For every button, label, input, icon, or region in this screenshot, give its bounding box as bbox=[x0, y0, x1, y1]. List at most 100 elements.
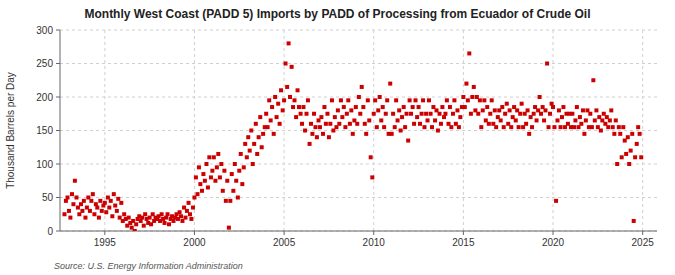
point bbox=[572, 125, 576, 129]
point bbox=[487, 122, 491, 126]
point bbox=[234, 179, 238, 183]
point bbox=[412, 122, 416, 126]
point bbox=[297, 105, 301, 109]
grid-line-x bbox=[194, 30, 195, 231]
point bbox=[608, 118, 612, 122]
point bbox=[627, 162, 631, 166]
point bbox=[457, 125, 461, 129]
point bbox=[382, 125, 386, 129]
point bbox=[264, 112, 268, 116]
point bbox=[635, 142, 639, 146]
point bbox=[221, 189, 225, 193]
point bbox=[227, 226, 231, 230]
point bbox=[385, 98, 389, 102]
point bbox=[321, 132, 325, 136]
point bbox=[417, 105, 421, 109]
point bbox=[243, 142, 247, 146]
point bbox=[463, 105, 467, 109]
point bbox=[142, 224, 146, 228]
point bbox=[590, 125, 594, 129]
point bbox=[318, 125, 322, 129]
point bbox=[421, 98, 425, 102]
point bbox=[88, 209, 92, 213]
point bbox=[355, 122, 359, 126]
tick-label-x: 1995 bbox=[94, 237, 117, 248]
point bbox=[402, 105, 406, 109]
point bbox=[476, 112, 480, 116]
point bbox=[384, 112, 388, 116]
point bbox=[257, 135, 261, 139]
point bbox=[490, 98, 494, 102]
tick-x bbox=[373, 231, 374, 235]
y-axis-label: Thousand Barrels per Day bbox=[5, 72, 16, 189]
tick-x bbox=[104, 231, 105, 235]
point bbox=[538, 95, 542, 99]
point bbox=[451, 112, 455, 116]
point bbox=[373, 98, 377, 102]
point bbox=[254, 122, 258, 126]
point bbox=[639, 155, 643, 159]
grid-line-x bbox=[284, 30, 285, 231]
point bbox=[472, 85, 476, 89]
tick-label-x: 2000 bbox=[183, 237, 206, 248]
point bbox=[632, 219, 636, 223]
point bbox=[436, 129, 440, 133]
point bbox=[349, 108, 353, 112]
point bbox=[91, 192, 95, 196]
point bbox=[588, 112, 592, 116]
point bbox=[532, 112, 536, 116]
point bbox=[502, 125, 506, 129]
point bbox=[469, 112, 473, 116]
point bbox=[391, 112, 395, 116]
point bbox=[266, 125, 270, 129]
point bbox=[210, 169, 214, 173]
point bbox=[301, 105, 305, 109]
point bbox=[542, 118, 546, 122]
point bbox=[366, 98, 370, 102]
point bbox=[633, 155, 637, 159]
point bbox=[225, 179, 229, 183]
point bbox=[414, 98, 418, 102]
axis-x bbox=[60, 231, 657, 232]
tick-label-y: 50 bbox=[42, 192, 54, 203]
title: Monthly West Coast (PADD 5) Imports by P… bbox=[84, 7, 590, 21]
point bbox=[360, 85, 364, 89]
point bbox=[242, 165, 246, 169]
tick-label-y: 250 bbox=[36, 58, 53, 69]
point bbox=[339, 98, 343, 102]
point bbox=[535, 118, 539, 122]
point bbox=[260, 145, 264, 149]
point bbox=[358, 112, 362, 116]
point bbox=[224, 199, 228, 203]
point bbox=[92, 212, 96, 216]
point bbox=[354, 105, 358, 109]
point bbox=[405, 112, 409, 116]
tick-label-y: 200 bbox=[36, 92, 53, 103]
point bbox=[287, 41, 291, 45]
point bbox=[198, 182, 202, 186]
point bbox=[420, 112, 424, 116]
tick-label-x: 2015 bbox=[452, 237, 475, 248]
point bbox=[134, 222, 138, 226]
point bbox=[438, 112, 442, 116]
point bbox=[71, 202, 75, 206]
point bbox=[107, 206, 111, 210]
point bbox=[500, 105, 504, 109]
grid-line-y bbox=[60, 130, 657, 131]
point bbox=[222, 169, 226, 173]
grid-line-x bbox=[463, 30, 464, 231]
point bbox=[248, 149, 252, 153]
point bbox=[609, 108, 613, 112]
point bbox=[261, 132, 265, 136]
point bbox=[584, 118, 588, 122]
point bbox=[73, 179, 77, 183]
point bbox=[526, 108, 530, 112]
point bbox=[629, 149, 633, 153]
point bbox=[189, 217, 193, 221]
tick-x bbox=[284, 231, 285, 235]
point bbox=[508, 108, 512, 112]
point bbox=[614, 118, 618, 122]
point bbox=[345, 112, 349, 116]
point bbox=[439, 122, 443, 126]
point bbox=[573, 118, 577, 122]
